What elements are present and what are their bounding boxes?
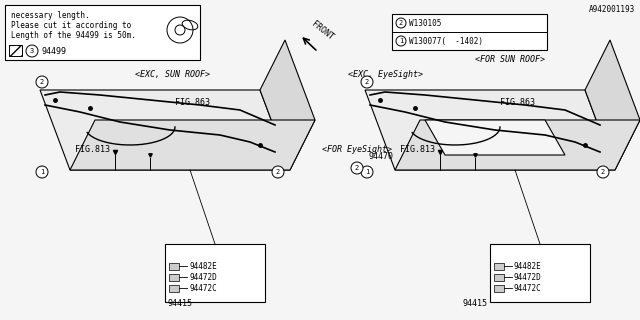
Text: 94482E: 94482E [189, 262, 217, 271]
Polygon shape [425, 120, 565, 155]
Text: 94470: 94470 [368, 152, 393, 161]
Text: FIG.863: FIG.863 [500, 98, 535, 107]
Bar [169, 274, 179, 281]
Text: 1: 1 [40, 169, 44, 175]
Text: necessary length.: necessary length. [11, 11, 90, 20]
Text: W130105: W130105 [409, 19, 442, 28]
Polygon shape [395, 120, 640, 170]
Bar [392, 14, 547, 50]
Text: <EXC, EyeSight>: <EXC, EyeSight> [348, 70, 422, 79]
Polygon shape [40, 90, 290, 170]
Text: 94482E: 94482E [514, 262, 541, 271]
Text: FIG.863: FIG.863 [175, 98, 210, 107]
Text: 2: 2 [399, 20, 403, 26]
Text: FIG.813: FIG.813 [75, 145, 110, 154]
Bar [9, 45, 22, 56]
Polygon shape [260, 40, 315, 170]
Text: 2: 2 [365, 79, 369, 85]
Text: FIG.813: FIG.813 [400, 145, 435, 154]
Circle shape [167, 17, 193, 43]
Circle shape [272, 166, 284, 178]
Bar [165, 244, 265, 302]
Polygon shape [365, 90, 615, 170]
Text: 1: 1 [365, 169, 369, 175]
Text: 94472D: 94472D [189, 273, 217, 282]
Text: 94499: 94499 [41, 47, 66, 56]
Text: 2: 2 [40, 79, 44, 85]
Text: Length of the 94499 is 50m.: Length of the 94499 is 50m. [11, 31, 136, 40]
Bar [494, 274, 504, 281]
Circle shape [361, 76, 373, 88]
Text: <FOR EyeSight>: <FOR EyeSight> [322, 145, 392, 154]
Text: 3: 3 [30, 48, 34, 54]
Circle shape [36, 76, 48, 88]
Text: <EXC, SUN ROOF>: <EXC, SUN ROOF> [134, 70, 209, 79]
Circle shape [396, 36, 406, 46]
Bar [494, 263, 504, 270]
Circle shape [361, 166, 373, 178]
Text: Please cut it according to: Please cut it according to [11, 21, 131, 30]
Text: 94472C: 94472C [189, 284, 217, 293]
Text: 2: 2 [355, 165, 359, 171]
Circle shape [36, 166, 48, 178]
Text: 2: 2 [601, 169, 605, 175]
Bar [490, 244, 590, 302]
Text: 1: 1 [399, 38, 403, 44]
Bar [169, 285, 179, 292]
Polygon shape [585, 40, 640, 170]
Circle shape [26, 45, 38, 57]
Text: A942001193: A942001193 [589, 5, 635, 14]
Text: 94472D: 94472D [514, 273, 541, 282]
Text: W130077(  -1402): W130077( -1402) [409, 37, 483, 46]
Bar [169, 263, 179, 270]
Bar [494, 285, 504, 292]
Text: 94472C: 94472C [514, 284, 541, 293]
Text: <FOR SUN ROOF>: <FOR SUN ROOF> [475, 55, 545, 64]
Bar [5, 5, 200, 60]
Circle shape [597, 166, 609, 178]
Circle shape [396, 18, 406, 28]
Text: 94415: 94415 [463, 299, 488, 308]
Polygon shape [70, 120, 315, 170]
Text: FRONT: FRONT [310, 20, 335, 42]
Text: 94415: 94415 [168, 299, 193, 308]
Circle shape [351, 162, 363, 174]
Text: 2: 2 [276, 169, 280, 175]
